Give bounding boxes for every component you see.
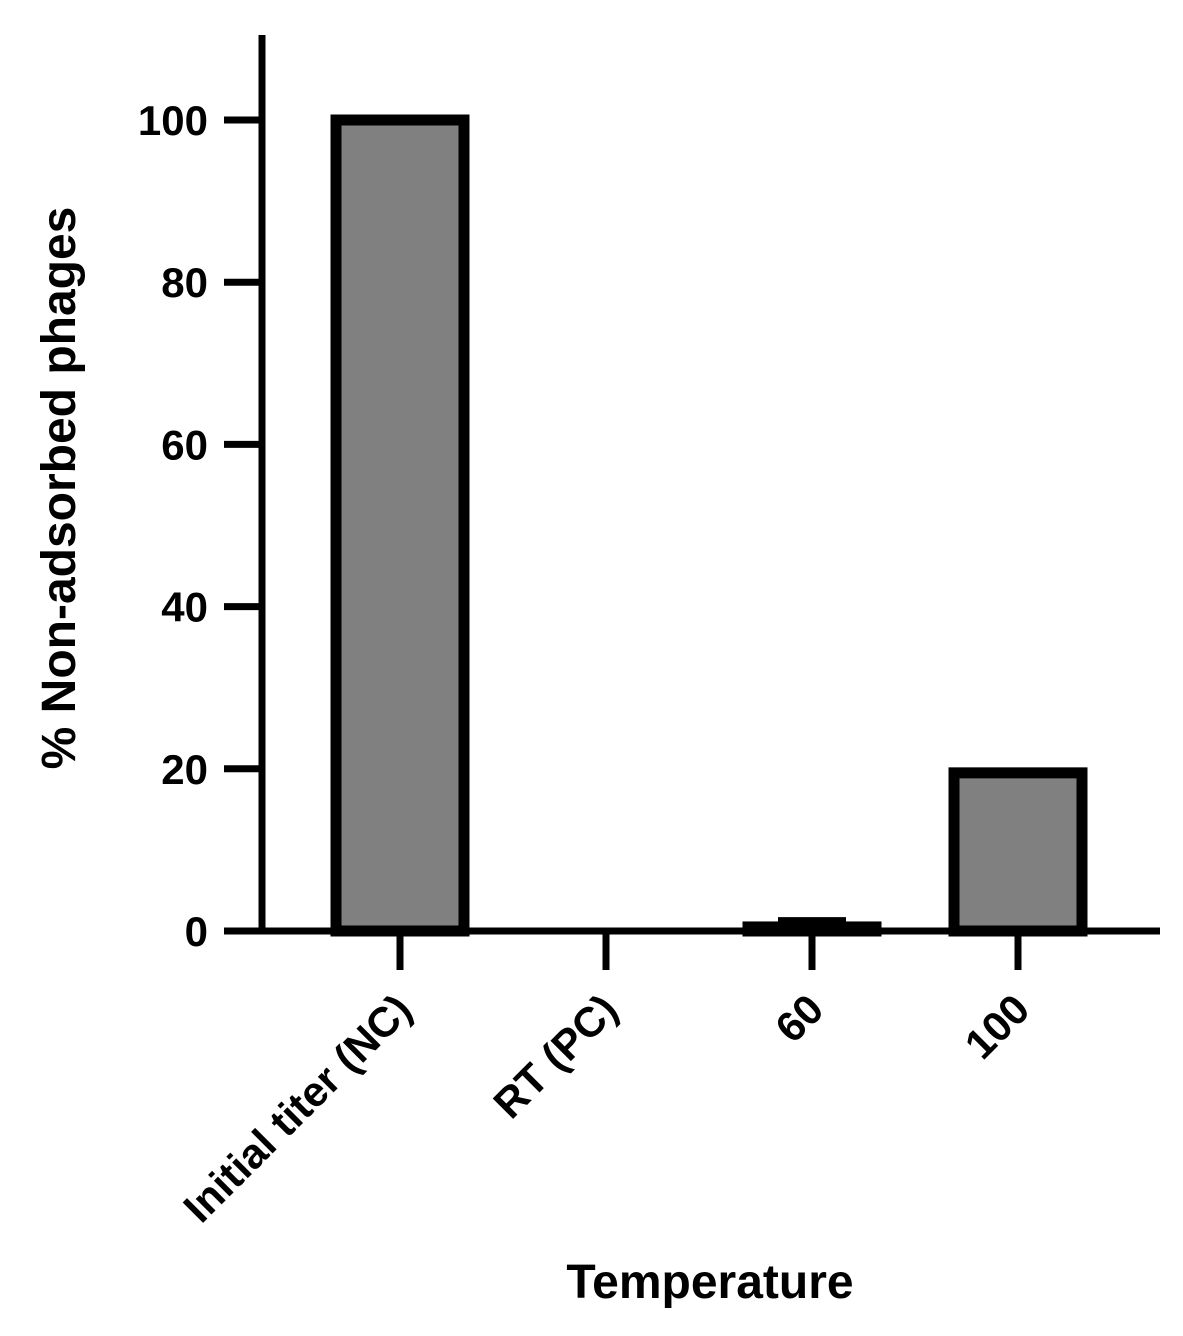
y-tick-label-20: 20	[161, 746, 208, 793]
y-tick-label-0: 0	[185, 908, 208, 955]
y-tick-label-100: 100	[138, 97, 208, 144]
y-axis-title: % Non-adsorbed phages	[33, 207, 86, 770]
x-tick-label-3: 60	[766, 985, 832, 1051]
y-tick-label-40: 40	[161, 584, 208, 631]
x-tick-label-1: Initial titer (NC)	[174, 985, 420, 1231]
bars-layer	[330, 114, 1088, 937]
x-tick-label-2: RT (PC)	[484, 985, 626, 1127]
bar-4	[948, 767, 1088, 937]
axes-layer	[258, 35, 1160, 935]
y-tick-label-80: 80	[161, 259, 208, 306]
y-ticks-layer: 0 20 40 60 80 100	[138, 97, 262, 955]
bar-1	[330, 114, 470, 937]
x-tick-label-4: 100	[956, 985, 1039, 1068]
y-tick-label-60: 60	[161, 421, 208, 468]
x-axis-title: Temperature	[566, 1256, 853, 1309]
x-ticks-layer: Initial titer (NC) RT (PC) 60 100	[174, 931, 1038, 1231]
error-bars-layer	[778, 917, 846, 927]
